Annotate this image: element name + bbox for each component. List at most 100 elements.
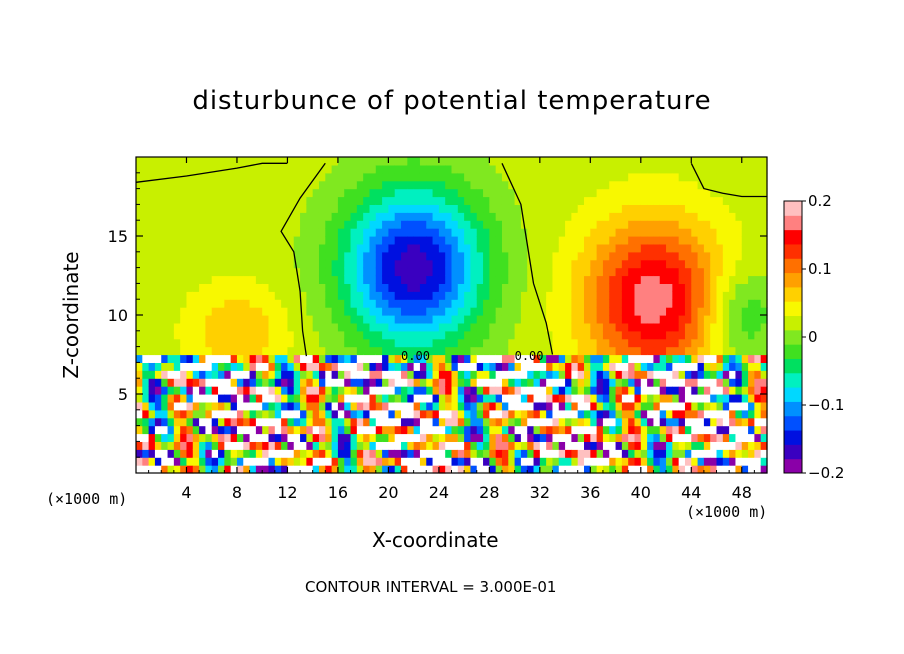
heatmap-cell bbox=[142, 465, 150, 474]
heatmap-cell bbox=[672, 164, 680, 174]
heatmap-cell bbox=[274, 457, 282, 466]
heatmap-cell bbox=[274, 180, 282, 190]
heatmap-cell bbox=[230, 212, 238, 221]
heatmap-cell bbox=[602, 299, 610, 308]
heatmap-cell bbox=[527, 291, 535, 300]
heatmap-cell bbox=[634, 157, 642, 166]
heatmap-cell bbox=[230, 433, 238, 442]
heatmap-cell bbox=[508, 275, 516, 284]
heatmap-cell bbox=[565, 164, 572, 174]
heatmap-cell bbox=[325, 370, 333, 379]
heatmap-cell bbox=[205, 346, 213, 356]
heatmap-cell bbox=[407, 188, 415, 198]
heatmap-cell bbox=[167, 212, 175, 221]
heatmap-cell bbox=[501, 283, 509, 292]
heatmap-cell bbox=[413, 228, 421, 237]
heatmap-cell bbox=[546, 251, 554, 261]
heatmap-cell bbox=[741, 180, 749, 190]
heatmap-cell bbox=[281, 196, 289, 205]
heatmap-cell bbox=[621, 157, 629, 166]
heatmap-cell bbox=[508, 283, 516, 292]
heatmap-cell bbox=[489, 322, 497, 332]
heatmap-cell bbox=[268, 212, 276, 221]
heatmap-cell bbox=[684, 322, 692, 332]
heatmap-cell bbox=[590, 338, 598, 348]
heatmap-cell bbox=[243, 417, 251, 427]
heatmap-cell bbox=[653, 180, 661, 190]
heatmap-cell bbox=[388, 370, 396, 379]
heatmap-cell bbox=[192, 401, 200, 411]
heatmap-cell bbox=[672, 362, 680, 371]
heatmap-cell bbox=[407, 251, 415, 261]
heatmap-cell bbox=[211, 196, 219, 205]
heatmap-cell bbox=[306, 425, 314, 435]
heatmap-cell bbox=[684, 409, 692, 419]
heatmap-cell bbox=[508, 386, 516, 395]
heatmap-cell bbox=[520, 204, 528, 213]
heatmap-cell bbox=[602, 346, 610, 356]
x-tick-label: 48 bbox=[732, 483, 752, 502]
heatmap-cell bbox=[186, 164, 194, 174]
heatmap-cell bbox=[243, 251, 251, 261]
heatmap-cell bbox=[249, 338, 257, 348]
heatmap-cell bbox=[489, 370, 497, 379]
heatmap-cell bbox=[262, 307, 270, 316]
heatmap-cell bbox=[438, 212, 446, 221]
heatmap-cell bbox=[344, 267, 352, 277]
heatmap-cell bbox=[300, 164, 307, 174]
heatmap-cell bbox=[621, 212, 629, 221]
heatmap-cell bbox=[369, 212, 377, 221]
heatmap-cell bbox=[729, 157, 737, 166]
heatmap-cell bbox=[344, 354, 352, 363]
heatmap-cell bbox=[419, 299, 427, 308]
contour-line bbox=[501, 163, 554, 355]
heatmap-cell bbox=[344, 275, 352, 284]
heatmap-cell bbox=[451, 401, 459, 411]
heatmap-cell bbox=[300, 362, 307, 371]
heatmap-cell bbox=[470, 212, 478, 221]
heatmap-cell bbox=[653, 299, 661, 308]
heatmap-cell bbox=[552, 457, 560, 466]
heatmap-cell bbox=[192, 196, 200, 205]
heatmap-cell bbox=[602, 212, 610, 221]
heatmap-cell bbox=[356, 441, 364, 450]
heatmap-cell bbox=[678, 307, 686, 316]
heatmap-cell bbox=[527, 425, 535, 435]
heatmap-cell bbox=[167, 283, 175, 292]
heatmap-cell bbox=[318, 449, 326, 458]
heatmap-cell bbox=[445, 386, 453, 395]
heatmap-cell bbox=[489, 354, 497, 363]
heatmap-cell bbox=[413, 386, 421, 395]
heatmap-cell bbox=[218, 370, 225, 379]
heatmap-cell bbox=[281, 457, 289, 466]
heatmap-cell bbox=[363, 212, 371, 221]
heatmap-cell bbox=[419, 441, 427, 450]
heatmap-cell bbox=[451, 157, 459, 166]
heatmap-cell bbox=[167, 243, 175, 253]
heatmap-cell bbox=[565, 449, 572, 458]
heatmap-cell bbox=[224, 378, 232, 387]
heatmap-cell bbox=[312, 394, 320, 403]
heatmap-cell bbox=[748, 315, 755, 324]
heatmap-cell bbox=[558, 236, 566, 245]
heatmap-cell bbox=[653, 441, 661, 450]
heatmap-cell bbox=[274, 172, 282, 182]
heatmap-cell bbox=[293, 330, 301, 340]
heatmap-cell bbox=[445, 370, 453, 379]
heatmap-cell bbox=[382, 346, 389, 356]
heatmap-cell bbox=[199, 307, 207, 316]
heatmap-cell bbox=[565, 180, 572, 190]
heatmap-cell bbox=[432, 291, 440, 300]
heatmap-cell bbox=[476, 315, 484, 324]
heatmap-cell bbox=[148, 330, 156, 340]
heatmap-cell bbox=[312, 330, 320, 340]
heatmap-cell bbox=[483, 188, 490, 198]
heatmap-cell bbox=[394, 180, 402, 190]
heatmap-cell bbox=[464, 330, 472, 340]
heatmap-cell bbox=[211, 449, 219, 458]
colorbar-tick-label: 0.2 bbox=[808, 192, 832, 210]
heatmap-cell bbox=[394, 433, 402, 442]
heatmap-cell bbox=[407, 409, 415, 419]
heatmap-cell bbox=[331, 315, 339, 324]
heatmap-cell bbox=[331, 370, 339, 379]
